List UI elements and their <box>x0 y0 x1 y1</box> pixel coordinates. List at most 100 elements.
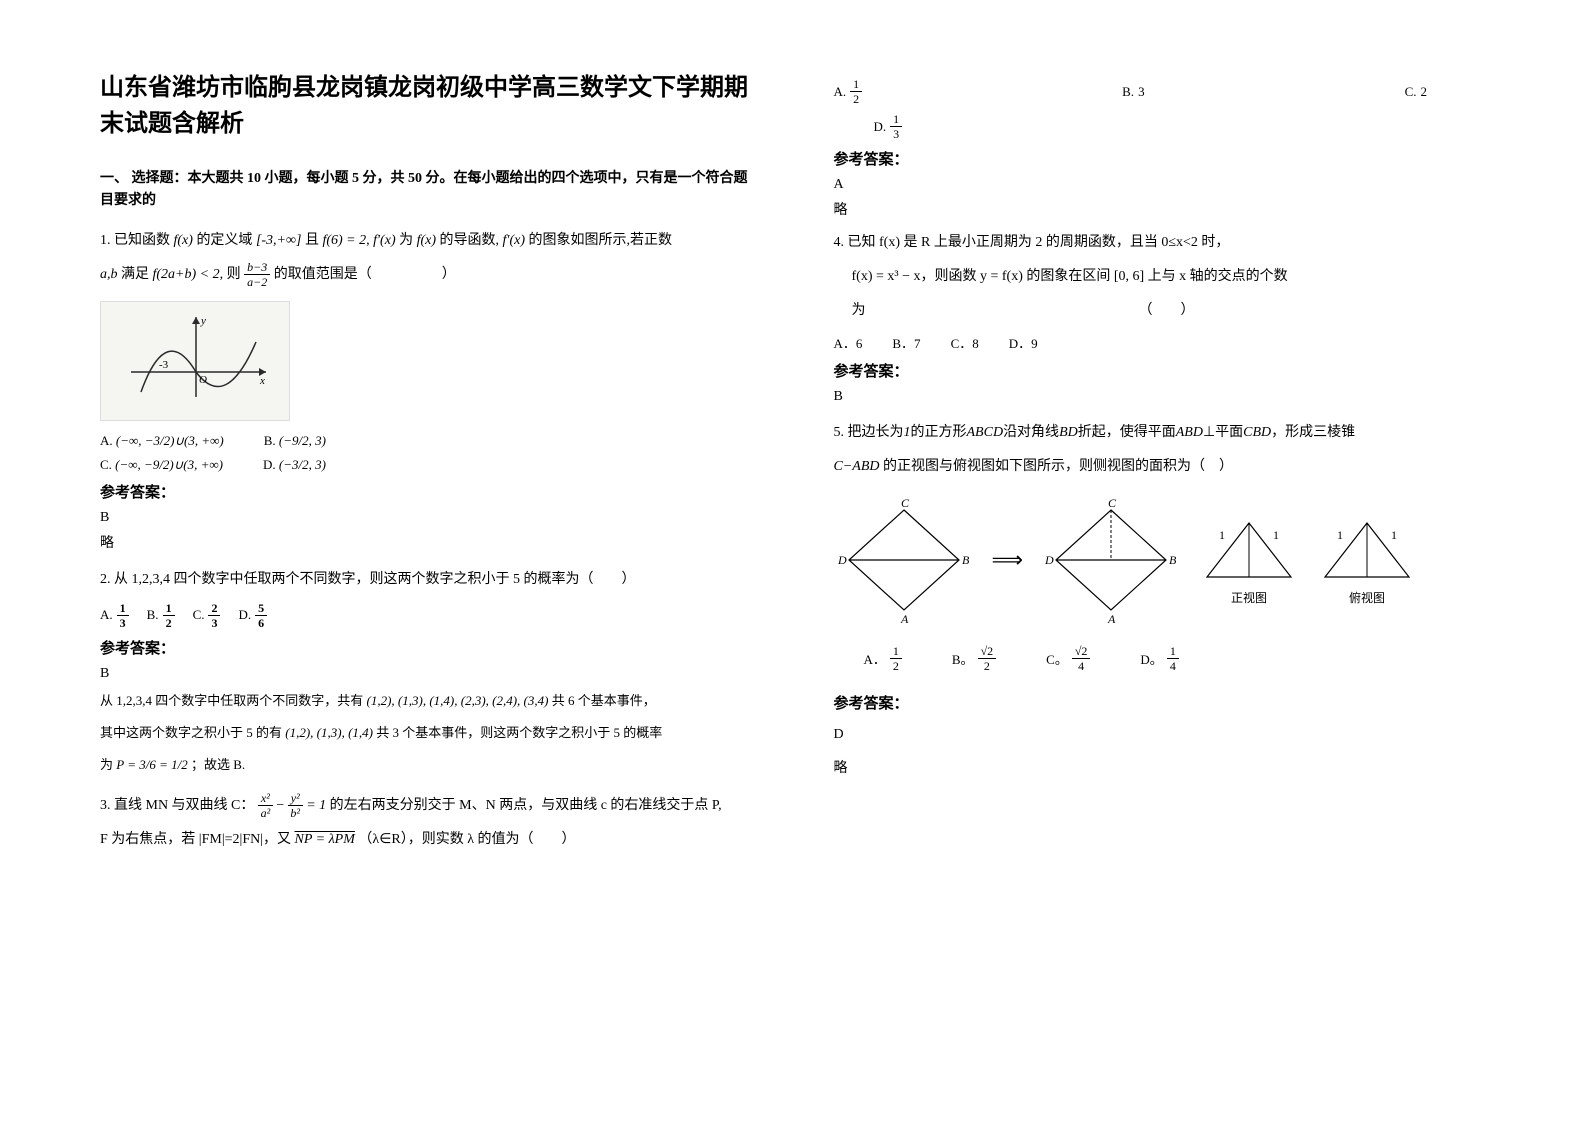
q1-mid2: 且 <box>305 233 319 248</box>
svg-text:C: C <box>1108 496 1117 510</box>
svg-text:D: D <box>837 553 847 567</box>
question-1: 1. 已知函数 f(x) 的定义域 [-3,+∞] 且 f(6) = 2, f′… <box>100 227 754 552</box>
q1-fx: f(x) <box>174 233 193 248</box>
q4-line3: 为 （ ） <box>834 297 1488 325</box>
q1-text: 1. 已知函数 f(x) 的定义域 [-3,+∞] 且 f(6) = 2, f′… <box>100 227 754 255</box>
q3-opts-row2: D. 13 <box>874 113 1488 140</box>
q3-text: 3. 直线 MN 与双曲线 C： x²a² − y²b² = 1 的左右两支分别… <box>100 792 754 820</box>
q2-opt-b: B. 12 <box>147 602 175 629</box>
q3-opts: A. 12 B. 3 C. 2 <box>834 78 1488 105</box>
q1-graph-tick: -3 <box>159 359 169 371</box>
q1-domain: [-3,+∞] <box>256 233 302 248</box>
svg-text:A: A <box>1107 612 1116 625</box>
q1-answer-label: 参考答案： <box>100 481 754 502</box>
q3-opt-d: D. 13 <box>874 113 903 140</box>
q5-opts: A． 12 B。 √22 C。 √24 D。 14 <box>864 645 1488 672</box>
q2-explain2: 其中这两个数字之积小于 5 的有 (1,2), (1,3), (1,4) 共 3… <box>100 720 754 746</box>
q1-text2: a,b 满足 f(2a+b) < 2, 则 b−3 a−2 的取值范围是（ ） <box>100 261 754 289</box>
svg-text:1: 1 <box>1337 528 1343 542</box>
question-2: 2. 从 1,2,3,4 四个数字中任取两个不同数字，则这两个数字之积小于 5 … <box>100 566 754 778</box>
q2-opt-d: D. 56 <box>238 602 267 629</box>
q1-frac: b−3 a−2 <box>244 261 270 288</box>
svg-text:1: 1 <box>1219 528 1225 542</box>
q5-answer-label: 参考答案： <box>834 692 1488 713</box>
svg-text:B: B <box>1169 553 1177 567</box>
q3-answer-label: 参考答案： <box>834 148 1488 169</box>
q3-opt-b: B. 3 <box>1122 78 1144 105</box>
q1-mid3: 为 <box>399 233 413 248</box>
q1-l2suffix: 的取值范围是（ ） <box>274 267 456 282</box>
q1-answer: B <box>100 510 754 526</box>
q5-answer-note: 略 <box>834 757 1488 777</box>
q1-l2prefix: 满足 <box>121 267 149 282</box>
q4-line2: f(x) = x³ − x，则函数 y = f(x) 的图象在区间 [0, 6]… <box>834 263 1488 291</box>
q5-top-label: 俯视图 <box>1349 589 1385 606</box>
q3-answer-note: 略 <box>834 199 1488 219</box>
q1-mid1: 的定义域 <box>196 233 252 248</box>
q5-square-after: C B A D <box>1041 495 1181 625</box>
q1-opt-c: C. (−∞, −9/2)∪(3, +∞) <box>100 457 223 473</box>
q3-opt-c: C. 2 <box>1405 78 1427 105</box>
arrow-icon: ⟹ <box>992 547 1024 573</box>
q3-answer: A <box>834 177 1488 193</box>
q4-opts: A．6 B．7 C．8 D．9 <box>834 333 1488 352</box>
svg-text:B: B <box>962 553 970 567</box>
q4-opt-d: D．9 <box>1009 333 1038 352</box>
q5-opt-d: D。 14 <box>1140 645 1178 672</box>
q4-answer-label: 参考答案： <box>834 360 1488 381</box>
svg-text:O: O <box>199 374 207 386</box>
q1-opt-d: D. (−3/2, 3) <box>263 457 326 473</box>
q1-l2mid: 则 <box>227 267 241 282</box>
q3-opt-a: A. 12 <box>834 78 863 105</box>
q1-prefix: 1. 已知函数 <box>100 233 170 248</box>
q4-answer: B <box>834 389 1488 405</box>
q5-top-view: 1 1 俯视图 <box>1317 515 1417 606</box>
q1-cond1: f(6) = 2, <box>322 233 369 248</box>
svg-text:C: C <box>901 496 910 510</box>
q5-square-before: C B A D <box>834 495 974 625</box>
svg-text:y: y <box>200 315 206 327</box>
q2-explain3: 为 P = 3/6 = 1/2 ；故选 B. <box>100 752 754 778</box>
q1-ab: a,b <box>100 267 118 282</box>
left-column: 山东省潍坊市临朐县龙岗镇龙岗初级中学高三数学文下学期期末试题含解析 一、 选择题… <box>100 70 754 1052</box>
q1-fx2: f(x) <box>417 233 436 248</box>
svg-text:1: 1 <box>1273 528 1279 542</box>
q2-opts: A. 13 B. 12 C. 23 D. 56 <box>100 602 754 629</box>
q2-answer: B <box>100 666 754 682</box>
svg-text:x: x <box>259 375 265 387</box>
q1-opt-a: A. (−∞, −3/2)∪(3, +∞) <box>100 433 224 449</box>
q2-opt-a: A. 13 <box>100 602 129 629</box>
q4-opt-b: B．7 <box>892 333 920 352</box>
right-column: A. 12 B. 3 C. 2 D. 13 参考答案： A 略 4. 已知 f(… <box>834 70 1488 1052</box>
question-4: 4. 已知 f(x) 是 R 上最小正周期为 2 的周期函数，且当 0≤x<2 … <box>834 229 1488 405</box>
q5-front-view: 1 1 正视图 <box>1199 515 1299 606</box>
q5-opt-a: A． 12 <box>864 645 902 672</box>
section-heading: 一、 选择题：本大题共 10 小题，每小题 5 分，共 50 分。在每小题给出的… <box>100 168 754 213</box>
q3-text2: F 为右焦点，若 |FM|=2|FN|，又 NP = λPM （λ∈R），则实数… <box>100 826 754 854</box>
svg-text:A: A <box>900 612 909 625</box>
q4-opt-c: C．8 <box>951 333 979 352</box>
q1-suffix: 的图象如图所示,若正数 <box>529 233 673 248</box>
q1-fpx: f′(x) <box>373 233 396 248</box>
q5-front-label: 正视图 <box>1231 589 1267 606</box>
q1-frac-den: a−2 <box>244 275 270 288</box>
q4-opt-a: A．6 <box>834 333 863 352</box>
q1-mid4: 的导函数, <box>440 233 500 248</box>
q1-opt-b: B. (−9/2, 3) <box>264 433 326 449</box>
q5-line2: C−ABD 的正视图与俯视图如下图所示，则侧视图的面积为（ ） <box>834 453 1488 481</box>
q1-graph: -3 O x y <box>100 301 290 421</box>
q1-answer-note: 略 <box>100 532 754 552</box>
q2-explain1: 从 1,2,3,4 四个数字中任取两个不同数字，共有 (1,2), (1,3),… <box>100 688 754 714</box>
q5-opt-b: B。 √22 <box>952 645 996 672</box>
q2-opt-c: C. 23 <box>193 602 221 629</box>
question-5: 5. 把边长为1的正方形ABCD沿对角线BD折起，使得平面ABD⊥平面CBD，形… <box>834 419 1488 777</box>
q5-opt-c: C。 √24 <box>1046 645 1090 672</box>
q2-answer-label: 参考答案： <box>100 637 754 658</box>
q5-line1: 5. 把边长为1的正方形ABCD沿对角线BD折起，使得平面ABD⊥平面CBD，形… <box>834 419 1488 447</box>
q4-line1: 4. 已知 f(x) 是 R 上最小正周期为 2 的周期函数，且当 0≤x<2 … <box>834 229 1488 257</box>
svg-text:1: 1 <box>1391 528 1397 542</box>
q1-fpx2: f′(x) <box>503 233 526 248</box>
svg-text:D: D <box>1044 553 1054 567</box>
q5-diagram-row1: C B A D ⟹ C B A D 1 1 <box>834 495 1488 625</box>
q1-frac-num: b−3 <box>244 261 270 275</box>
